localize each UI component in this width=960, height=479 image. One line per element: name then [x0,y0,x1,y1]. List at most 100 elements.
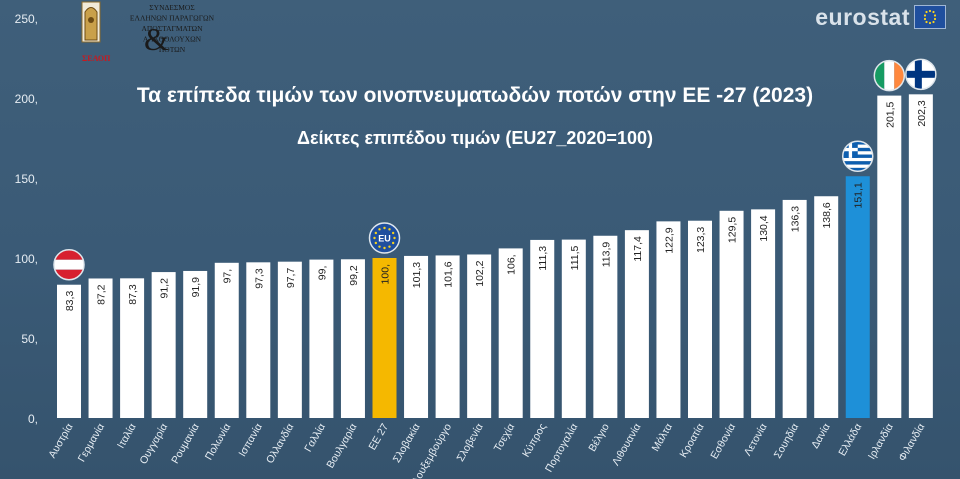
data-label: 111,5 [569,245,581,270]
x-tick-label: Γαλλία [302,422,328,455]
bar [435,255,460,418]
y-tick-label: 50, [21,332,38,346]
bar [183,270,208,418]
x-tick-label: Λιθουανία [610,422,644,468]
x-tick-label: Πορτογαλία [543,422,580,475]
y-tick-label: 250, [15,12,38,26]
eu-badge-icon: EU [368,222,401,254]
logo-text-line: ΕΛΛΗΝΩΝ ΠΑΡΑΓΩΓΩΝ [130,14,215,23]
greece-flag-icon [842,140,874,172]
data-label: 83,3 [64,291,76,312]
x-tick-label: Ουγγαρία [137,422,170,467]
bar [404,255,429,418]
seaop-logo: ΣΕΑΟΠ & ΣΥΝΔΕΣΜΟΣ ΕΛΛΗΝΩΝ ΠΑΡΑΓΩΓΩΝΑΠΟΣΤΑ… [81,1,215,63]
austria-flag-icon [53,248,85,281]
bar [624,230,649,418]
bar [372,258,397,418]
data-label: 97,3 [253,268,265,289]
x-tick-label: Ρουμανία [169,422,202,466]
x-tick-label: ΕΕ 27 [366,421,391,452]
bar [277,261,302,418]
y-tick-label: 200, [15,92,38,106]
data-label: 151,1 [853,182,865,208]
bar [877,95,902,418]
chart-subtitle: Δείκτες επιπέδου τιμών (EU27_2020=100) [297,128,653,148]
data-label: 102,2 [474,260,486,286]
x-tick-label: Φιλανδία [896,422,927,464]
data-label: 201,5 [884,101,896,127]
x-tick-label: Εσθονία [708,422,738,462]
x-tick-label: Ιρλανδία [866,422,896,462]
ireland-flag-icon [873,59,906,92]
bar [656,221,681,418]
bar [908,94,933,418]
bar [688,220,712,418]
x-tick-label: Σλοβακία [391,422,423,465]
bar [340,259,365,418]
bar [719,210,744,418]
data-label: 136,3 [790,206,802,232]
bar [57,284,81,418]
data-label: 87,2 [96,284,108,305]
data-label: 97, [222,269,234,284]
x-tick-label: Σλοβενία [454,422,485,464]
x-tick-label: Γερμανία [76,422,108,465]
x-tick-label: Σουηδία [772,422,801,461]
data-label: 117,4 [632,236,644,262]
data-label: 138,6 [821,202,833,228]
bar [120,278,145,418]
bar [246,262,271,418]
x-tick-label: Ιταλία [115,422,139,451]
x-tick-label: Ολλανδία [264,422,296,466]
bar [751,209,776,418]
bar [88,278,113,418]
x-tick-label: Δανία [809,422,833,451]
y-tick-label: 150, [15,172,38,186]
bar [151,272,176,418]
logo-text-line: ΣΥΝΔΕΣΜΟΣ [149,3,194,12]
eurostat-wordmark: eurostat [815,3,910,30]
bar [467,254,492,418]
bar [782,199,807,418]
x-tick-label: Βέλγιο [586,421,612,453]
finland-flag-icon [905,58,937,91]
bar [214,262,239,418]
logo-acronym: ΣΕΑΟΠ [82,54,111,63]
data-label: 113,9 [600,242,612,268]
logo-text-line: ΑΛΚΟΟΛΟΥΧΩΝ [143,35,202,44]
x-tick-label: Μάλτα [650,422,675,454]
bar [845,176,870,418]
logo-text-line: ΠΟΤΩΝ [159,45,186,54]
bar [814,196,839,418]
x-tick-label: Αυστρία [46,422,75,461]
bar [498,248,523,418]
data-label: 111,3 [537,246,549,271]
x-tick-label: Πολωνία [203,422,233,463]
bar [561,239,586,418]
data-label: 91,2 [159,278,171,299]
bar [530,239,555,418]
data-label: 91,9 [190,277,202,298]
data-label: 97,7 [285,268,297,289]
data-label: 122,9 [663,227,675,253]
x-tick-label: Ελλάδα [836,422,864,459]
logo-ampersand: & [144,21,169,57]
data-label: 123,3 [695,227,707,253]
chart-title: Τα επίπεδα τιμών των οινοπνευματωδών ποτ… [136,84,814,107]
data-label: 100, [380,264,392,284]
data-label: 101,6 [443,261,455,287]
data-label: 99,2 [348,265,360,286]
data-label: 106, [506,254,518,274]
data-label: 202,3 [916,100,928,126]
eurostat-brand: eurostat [815,4,946,30]
eu-flag-icon [914,5,946,29]
data-label: 130,4 [758,215,770,241]
bar [309,259,334,418]
logo-text-line: ΑΠΟΣΤΑΓΜΑΤΩΝ [141,24,203,33]
data-label: 87,3 [127,284,139,305]
x-tick-label: Τσεχία [492,422,518,454]
bar [593,235,618,418]
x-tick-label: Λετονία [742,422,770,458]
